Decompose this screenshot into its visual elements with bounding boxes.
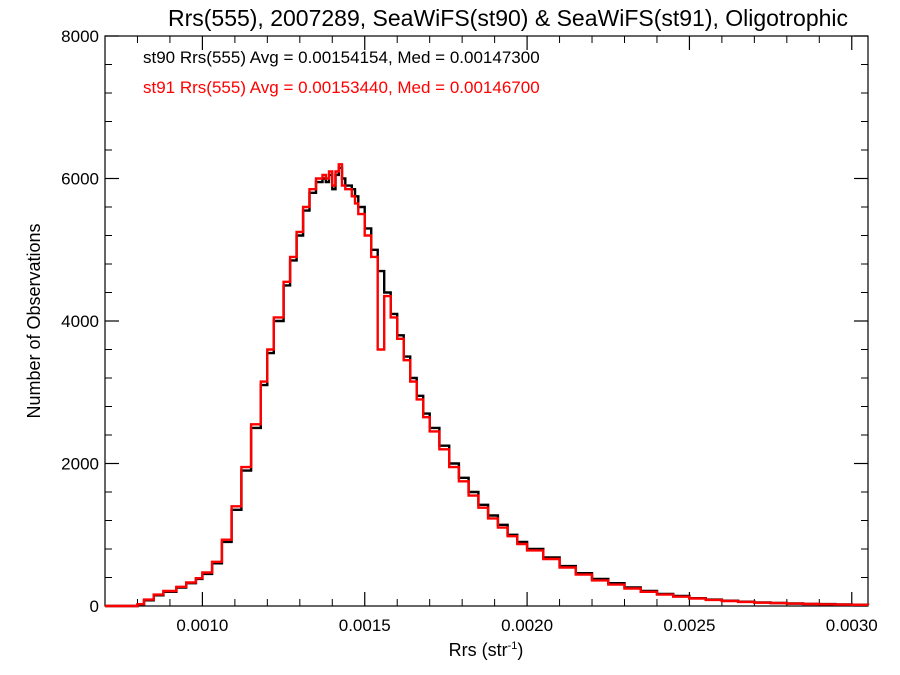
series-line-st90 <box>105 166 870 608</box>
x-tick-label: 0.0015 <box>339 616 391 635</box>
y-axis-label: Number of Observations <box>24 223 44 418</box>
y-axis-ticks: 0 2000 4000 6000 8000 <box>61 27 868 616</box>
legend-entry-st91: st91 Rrs(555) Avg = 0.00153440, Med = 0.… <box>143 78 540 97</box>
x-axis-label-main: Rrs (str <box>449 640 508 660</box>
x-tick-label: 0.0030 <box>826 616 878 635</box>
y-tick-label: 2000 <box>61 455 99 474</box>
x-tick-label: 0.0020 <box>501 616 553 635</box>
y-tick-label: 8000 <box>61 27 99 46</box>
y-tick-label: 6000 <box>61 170 99 189</box>
x-tick-label: 0.0025 <box>663 616 715 635</box>
x-axis-label-superscript: -1 <box>508 640 518 652</box>
y-tick-label: 0 <box>90 597 99 616</box>
series-layer <box>105 163 870 608</box>
x-axis-ticks: 0.0010 0.0015 0.0020 0.0025 0.0030 <box>104 36 878 635</box>
y-tick-label: 4000 <box>61 312 99 331</box>
plot-frame <box>104 35 869 607</box>
x-tick-label: 0.0010 <box>176 616 228 635</box>
x-axis-label: Rrs (str-1) <box>449 640 524 660</box>
legend-entry-st90: st90 Rrs(555) Avg = 0.00154154, Med = 0.… <box>143 48 540 67</box>
chart-title: Rrs(555), 2007289, SeaWiFS(st90) & SeaWi… <box>168 5 848 31</box>
x-axis-label-close: ) <box>517 640 523 660</box>
series-line-st91 <box>105 163 870 608</box>
